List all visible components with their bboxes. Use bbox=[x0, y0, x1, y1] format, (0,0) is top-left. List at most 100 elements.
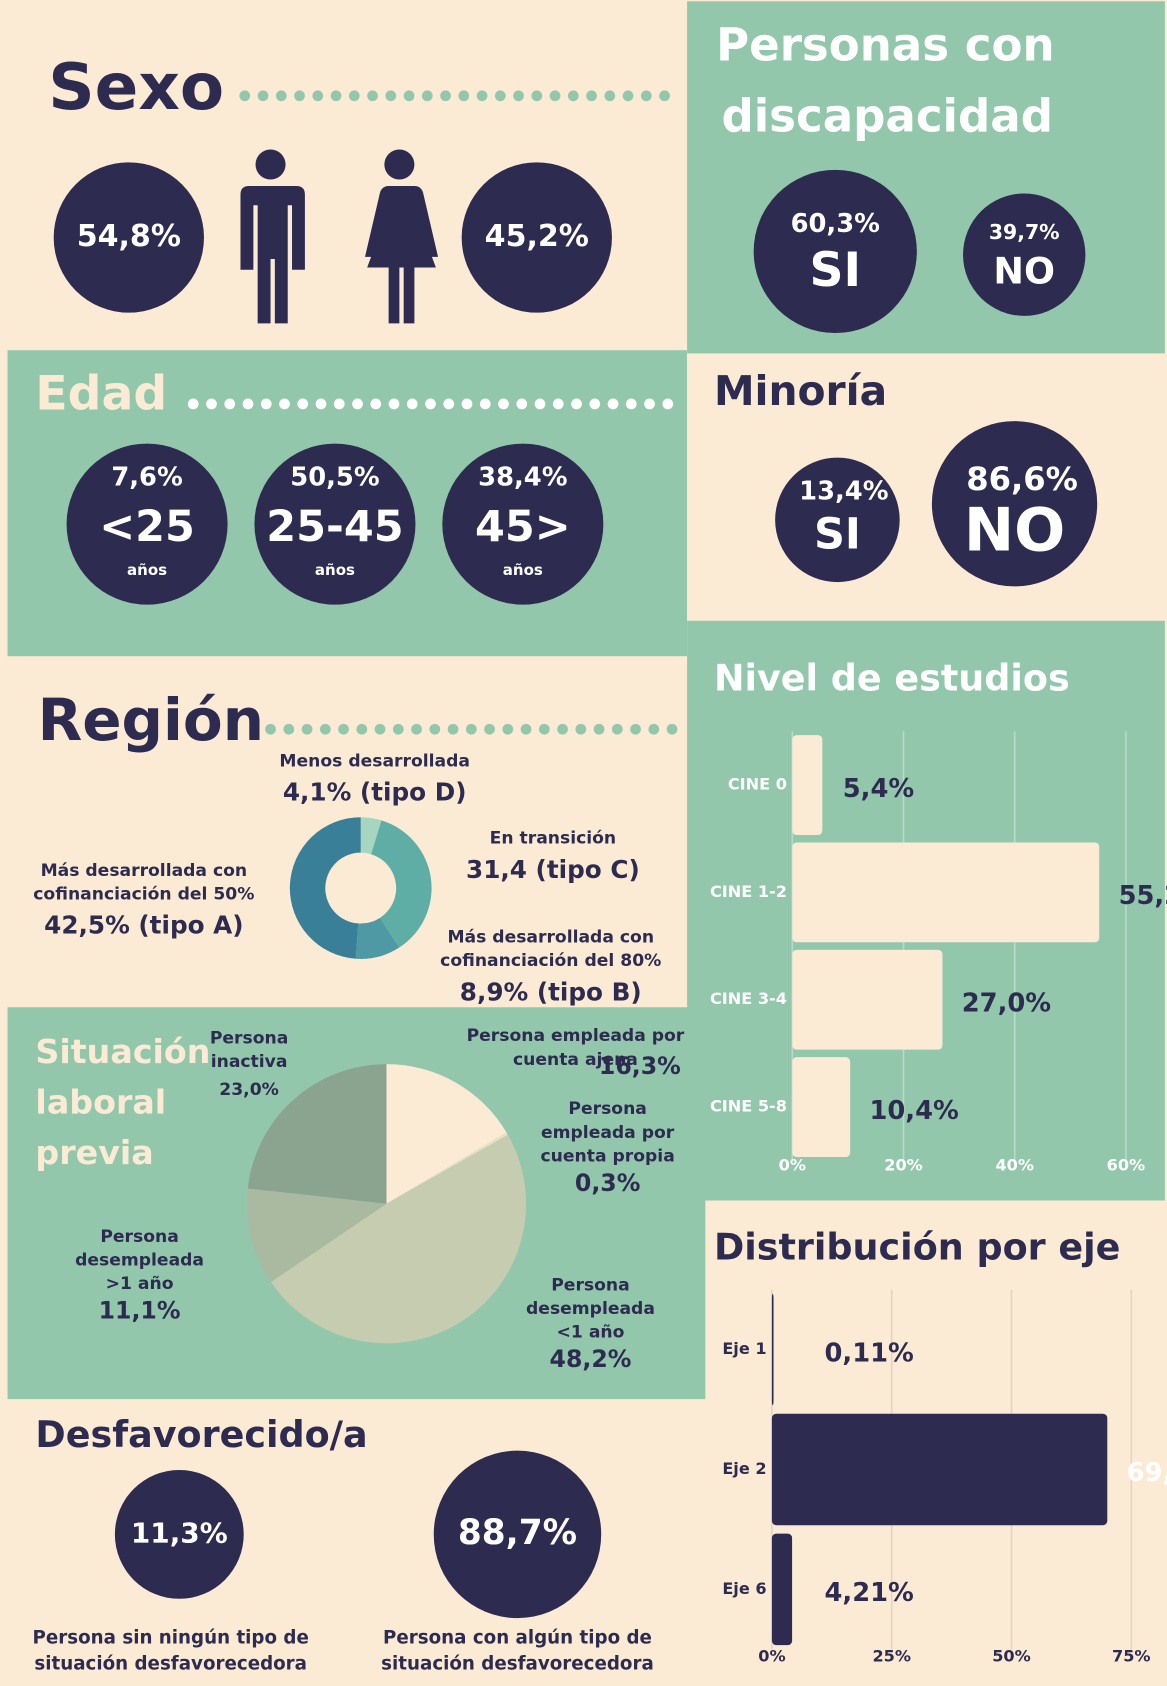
dot bbox=[571, 398, 582, 410]
dot bbox=[502, 723, 514, 735]
woman-head bbox=[384, 149, 415, 180]
value-label: 23,0% bbox=[219, 1080, 279, 1100]
dot bbox=[443, 398, 455, 410]
stat-label: SI bbox=[814, 510, 861, 560]
value-label: 8,9% (tipo B) bbox=[460, 977, 642, 1006]
dot bbox=[589, 398, 601, 410]
dot bbox=[575, 723, 587, 735]
value-label: 42,5% (tipo A) bbox=[44, 911, 243, 940]
value-label: 69,99% bbox=[1127, 1458, 1167, 1488]
dot bbox=[538, 723, 550, 735]
section-title: Minoría bbox=[714, 367, 887, 415]
dot bbox=[333, 398, 345, 410]
x-tick-label: 40% bbox=[995, 1156, 1034, 1175]
dot bbox=[260, 398, 272, 410]
stat-value: 45,2% bbox=[485, 219, 589, 254]
x-tick-label: 50% bbox=[992, 1646, 1031, 1665]
dot bbox=[356, 723, 368, 735]
category-label: cofinanciación del 80% bbox=[440, 951, 661, 971]
section-title: Sexo bbox=[48, 50, 224, 125]
value-label: 55,2% bbox=[1119, 881, 1167, 911]
y-tick-label: Eje 1 bbox=[722, 1339, 766, 1358]
section-title: discapacidad bbox=[721, 89, 1053, 142]
category-label: desempleada bbox=[75, 1251, 204, 1271]
dot bbox=[275, 90, 287, 102]
dot bbox=[279, 398, 290, 410]
category-label: Persona bbox=[210, 1028, 288, 1048]
caption: Persona con algún tipo de bbox=[383, 1628, 652, 1649]
icons bbox=[240, 149, 439, 324]
stat-circle bbox=[931, 421, 1098, 587]
dot bbox=[301, 723, 313, 735]
pie-slice bbox=[386, 1064, 507, 1204]
dot bbox=[315, 398, 327, 410]
value-label: 16,3% bbox=[599, 1052, 681, 1080]
category-label: Persona bbox=[568, 1099, 646, 1119]
dot bbox=[312, 90, 324, 102]
category-label: <1 año bbox=[557, 1323, 625, 1343]
section-title: Edad bbox=[35, 366, 167, 421]
woman-icon bbox=[365, 185, 439, 324]
dot bbox=[666, 723, 678, 735]
stat-value: 86,6% bbox=[966, 460, 1078, 498]
y-tick-label: CINE 3-4 bbox=[710, 989, 787, 1008]
stat-value: 13,4% bbox=[799, 476, 888, 506]
caption: situación desfavorecedora bbox=[381, 1653, 654, 1674]
section-title: laboral bbox=[35, 1082, 166, 1121]
caption: Persona sin ningún tipo de bbox=[33, 1628, 309, 1649]
dot bbox=[297, 398, 309, 410]
dot bbox=[607, 398, 619, 410]
stat-label: NO bbox=[993, 249, 1055, 292]
y-tick-label: CINE 1-2 bbox=[710, 882, 787, 901]
dot bbox=[549, 90, 561, 102]
category-label: empleada por bbox=[541, 1123, 675, 1143]
stat-circle bbox=[963, 193, 1086, 316]
dot bbox=[458, 90, 470, 102]
y-tick-label: CINE 0 bbox=[728, 775, 787, 794]
bar bbox=[792, 949, 943, 1050]
section-title: Situación bbox=[35, 1032, 210, 1071]
dot bbox=[187, 398, 199, 410]
value-label: 0,3% bbox=[575, 1169, 640, 1197]
stat-circle bbox=[433, 1450, 602, 1619]
value-label: 5,4% bbox=[843, 774, 914, 804]
pie-slice bbox=[270, 1134, 527, 1344]
value-label: 11,1% bbox=[99, 1297, 181, 1325]
dot bbox=[403, 90, 415, 102]
stat-label: 45> bbox=[475, 502, 571, 552]
dot bbox=[567, 90, 579, 102]
value-label: 27,0% bbox=[962, 989, 1051, 1019]
dot bbox=[257, 90, 269, 102]
donut-segment bbox=[355, 917, 400, 959]
dot bbox=[425, 398, 436, 410]
dot bbox=[319, 723, 331, 735]
dot bbox=[531, 90, 543, 102]
stat-unit: años bbox=[315, 561, 355, 579]
dot bbox=[476, 90, 488, 102]
dot bbox=[370, 398, 382, 410]
x-tick-label: 0% bbox=[758, 1646, 785, 1665]
dot bbox=[338, 723, 349, 735]
stat-circle bbox=[775, 457, 900, 583]
bar bbox=[771, 1413, 1108, 1526]
chart-title: Nivel de estudios bbox=[714, 656, 1070, 699]
value-label: 31,4 (tipo C) bbox=[466, 855, 640, 884]
dot bbox=[388, 398, 400, 410]
pie-slice bbox=[247, 1064, 387, 1204]
man-head bbox=[255, 149, 286, 180]
dot bbox=[630, 723, 641, 735]
dot bbox=[406, 398, 418, 410]
dot bbox=[494, 90, 506, 102]
category-label: Más desarrollada con bbox=[447, 927, 654, 947]
x-tick-label: 20% bbox=[884, 1156, 923, 1175]
dot bbox=[534, 398, 546, 410]
stat-label: NO bbox=[964, 495, 1065, 565]
stat-value: 39,7% bbox=[989, 220, 1060, 244]
section-title: Desfavorecido/a bbox=[35, 1413, 367, 1456]
stat-label: SI bbox=[809, 243, 861, 298]
donut-segment bbox=[371, 820, 432, 948]
category-label: Persona bbox=[551, 1275, 629, 1295]
pie-slice bbox=[246, 1188, 387, 1283]
